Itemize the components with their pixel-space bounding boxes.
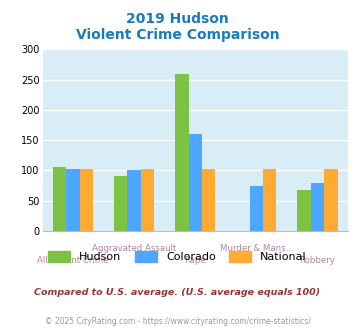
Text: Violent Crime Comparison: Violent Crime Comparison (76, 28, 279, 42)
Bar (189, 134, 202, 231)
Text: Robbery: Robbery (299, 256, 335, 265)
Bar (250, 185, 263, 231)
Text: Murder & Mans...: Murder & Mans... (219, 244, 293, 253)
Bar (324, 169, 338, 231)
Bar (202, 169, 215, 231)
Text: Compared to U.S. average. (U.S. average equals 100): Compared to U.S. average. (U.S. average … (34, 287, 321, 297)
Text: © 2025 CityRating.com - https://www.cityrating.com/crime-statistics/: © 2025 CityRating.com - https://www.city… (45, 317, 310, 326)
Bar (311, 182, 324, 231)
Bar (175, 74, 189, 231)
Bar (141, 169, 154, 231)
Bar (297, 190, 311, 231)
Bar (66, 169, 80, 231)
Bar (53, 167, 66, 231)
Text: 2019 Hudson: 2019 Hudson (126, 12, 229, 25)
Text: Aggravated Assault: Aggravated Assault (92, 244, 176, 253)
Text: Rape: Rape (184, 256, 206, 265)
Bar (127, 171, 141, 231)
Text: All Violent Crime: All Violent Crime (37, 256, 109, 265)
Legend: Hudson, Colorado, National: Hudson, Colorado, National (44, 247, 311, 267)
Bar (114, 176, 127, 231)
Bar (80, 169, 93, 231)
Bar (263, 169, 277, 231)
